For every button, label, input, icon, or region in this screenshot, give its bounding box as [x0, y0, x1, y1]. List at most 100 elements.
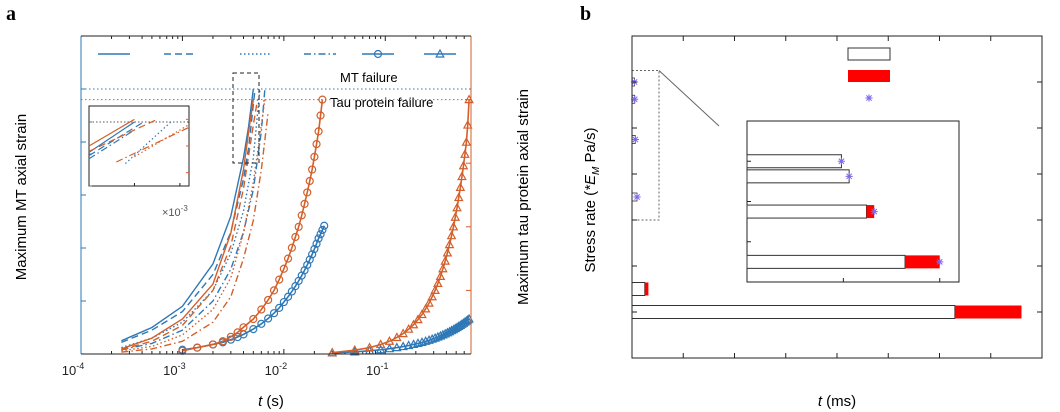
ylabel-b-suffix: Pa/s) [582, 127, 599, 166]
series-point [446, 230, 457, 240]
ylabel-b: Stress rate (*EM Pa/s) [582, 127, 602, 272]
series-point [287, 243, 296, 252]
bar-detachment [954, 305, 1022, 319]
inset-b-bar-sliding [746, 169, 850, 184]
series-point [462, 119, 473, 129]
series-point [364, 342, 375, 352]
series-point [283, 254, 293, 263]
series-point [398, 328, 408, 338]
ylabel-b-prefix: Stress rate ( [582, 191, 599, 273]
series-point [398, 341, 408, 351]
series-point [320, 221, 329, 230]
series-point [257, 319, 266, 328]
series-point [305, 176, 314, 186]
series-50-left [121, 88, 266, 351]
xtick-label: 10-1 [366, 361, 388, 378]
inset-b-rupture-marker [837, 157, 846, 165]
series-75-right [121, 99, 266, 352]
series-point [444, 239, 455, 249]
series-point [318, 225, 327, 235]
series-92.5-right [121, 99, 259, 351]
series-point [305, 255, 314, 264]
zoom-box-b [631, 70, 660, 221]
xtick-exp: -3 [178, 361, 186, 371]
inset-a-line-tau [134, 124, 190, 158]
legend-swatch-detachment [848, 70, 890, 82]
xlabel-a-var: t [258, 393, 263, 410]
inset-a-multiplier-exp: -3 [181, 204, 189, 213]
series-point [275, 275, 284, 284]
series-point [420, 303, 431, 313]
series-point [249, 324, 258, 334]
series-point [461, 136, 472, 146]
ylabel-b-em: *E [582, 174, 599, 191]
series-10-right [182, 99, 324, 352]
series-point [300, 199, 309, 209]
chart-a: Maximum MT axial strain Maximum tau prot… [13, 35, 532, 410]
series-point [312, 239, 321, 248]
series-point [226, 332, 235, 341]
rupture-marker [631, 95, 639, 103]
series-point [218, 337, 227, 346]
series-point [269, 309, 279, 318]
series-point [264, 295, 273, 305]
inset-b-bar-sliding [746, 254, 906, 269]
series-point [433, 278, 443, 288]
series-point [461, 315, 472, 325]
chart-b: Stress rate (*EM Pa/s) t (ms) [582, 35, 1043, 410]
series-point [424, 297, 434, 307]
legend-marker-rupture [865, 94, 873, 102]
series-100-left [121, 88, 255, 342]
series-point [452, 202, 462, 212]
series-point [291, 232, 300, 242]
series-50-right [121, 112, 269, 353]
annotation-tau-failure: Tau protein failure [330, 95, 433, 110]
inset-a-line-tau [88, 118, 158, 152]
xlabel-a: t (s) [258, 393, 284, 410]
series-point [349, 344, 360, 354]
series-point [440, 255, 451, 265]
series-point [316, 111, 325, 120]
inset-a-line-tau [116, 126, 190, 163]
xtick-label: 10-2 [265, 361, 287, 378]
xtick-label: 10-4 [62, 361, 84, 378]
xtick-exp: -4 [76, 361, 84, 371]
series-point [438, 263, 448, 273]
series-point [384, 343, 395, 353]
xlabel-b-var: t [818, 393, 823, 410]
series-point [257, 305, 266, 314]
bar-sliding [631, 305, 956, 319]
series-point [417, 337, 427, 346]
inset-b-bar-detachment [866, 205, 875, 219]
series-point [349, 346, 360, 356]
series-point [403, 323, 414, 333]
series-point [420, 336, 431, 345]
series-point [303, 188, 312, 197]
xtick-base: 10 [62, 363, 76, 378]
series-point [249, 314, 258, 324]
legend-marker [373, 49, 383, 59]
series-point [413, 314, 423, 324]
series-point [314, 127, 323, 136]
series-10-left [182, 225, 325, 351]
inset-b-rupture-marker [845, 172, 853, 180]
series-point [239, 323, 248, 332]
inset-b-bar-detachment [905, 255, 940, 269]
series-point [408, 319, 419, 329]
series-point [460, 149, 470, 158]
series-point [316, 230, 325, 239]
series-0.1-right [332, 99, 470, 354]
series-point [455, 182, 466, 191]
xtick-base: 10 [366, 363, 380, 378]
series-point [297, 211, 306, 220]
xlabel-b-unit: (ms) [822, 393, 856, 410]
series-point [294, 222, 303, 231]
series-100-right [121, 99, 255, 350]
series-point [308, 250, 317, 259]
xtick-base: 10 [163, 363, 177, 378]
series-point [417, 309, 427, 319]
series-point [275, 303, 284, 312]
xtick-exp: -1 [381, 361, 389, 371]
annotation-mt-failure: MT failure [340, 70, 398, 85]
